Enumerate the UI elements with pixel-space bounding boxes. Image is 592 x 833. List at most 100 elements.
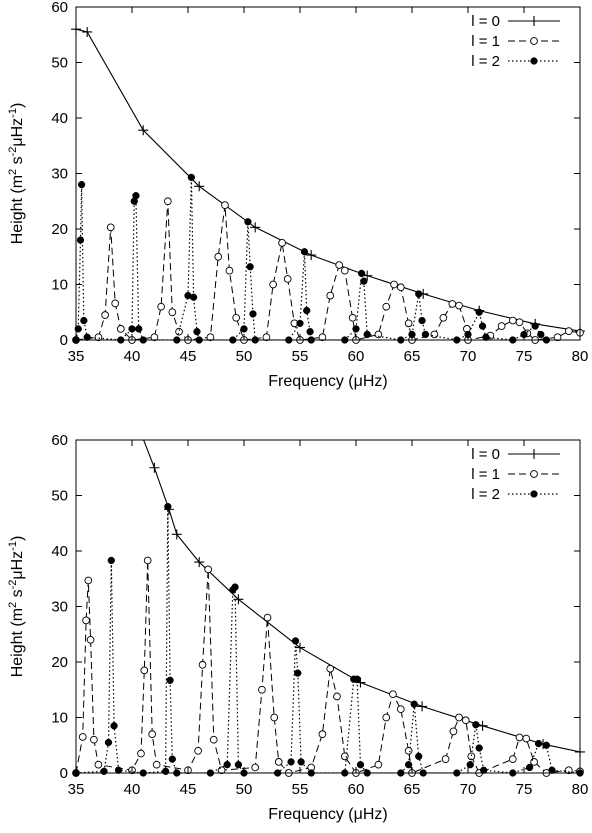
top-series-l1-point <box>326 291 335 300</box>
bottom-series-l1-point <box>194 746 202 755</box>
top-xtick-label: 55 <box>292 348 309 365</box>
bottom-series-l1-point <box>564 766 573 775</box>
top-ytick-label: 30 <box>51 166 68 183</box>
top-series-l1-point <box>214 252 223 261</box>
top-xtick-label: 60 <box>348 348 365 365</box>
bottom-ylabel-sup2: -2 <box>7 580 19 590</box>
top-series-l2-point <box>132 192 140 200</box>
top-legend-marker-l2 <box>530 57 538 65</box>
top-series-l1-point <box>564 327 573 335</box>
top-series-l2-point <box>531 322 539 330</box>
bottom-legend-marker-l1 <box>530 470 538 478</box>
bottom-series-l1-point <box>82 616 90 625</box>
bottom-series-l2 <box>72 502 584 777</box>
top-xtick-label: 70 <box>460 348 477 365</box>
top-legend-marker-l1 <box>530 37 538 45</box>
top-legend-label-l0: l = 0 <box>471 13 500 30</box>
bottom-series-l1-point <box>404 746 413 755</box>
bottom-series-l1-point <box>515 733 524 742</box>
bottom-series-l1-point <box>318 730 327 739</box>
bottom-xtick-label: 55 <box>292 781 309 798</box>
bottom-xtick-label: 70 <box>460 781 477 798</box>
bottom-ytick-label: 10 <box>51 710 68 727</box>
bottom-chart-xlabel: Frequency (μHz) <box>268 806 387 823</box>
bottom-xtick-label: 40 <box>124 781 141 798</box>
bottom-series-l2-point <box>234 761 243 769</box>
top-series-l1-point <box>455 301 463 310</box>
top-series-l2-point <box>240 325 248 333</box>
bottom-ylabel-mid: s <box>9 589 26 601</box>
bottom-chart-ylabel: Height (m2 s-2μHz-1) <box>7 536 26 678</box>
top-series-l1-point <box>163 197 172 206</box>
top-series-l0-point <box>138 125 149 136</box>
top-series-l2-point <box>135 325 143 333</box>
top-series-l0-point <box>306 250 317 261</box>
top-series-l1-point <box>157 302 165 311</box>
top-series-l2-point <box>478 322 487 330</box>
bottom-series-l2-point <box>472 721 480 729</box>
top-chart-ticks: 35 40 45 50 55 60 65 70 75 80 0 10 20 30 40 50 60 <box>51 0 588 365</box>
bottom-series-l1-point <box>455 713 463 722</box>
bottom-series-l1-point <box>84 576 93 585</box>
top-series-l2-point <box>80 316 88 325</box>
top-series-l1-point <box>340 266 349 275</box>
top-series-l2-point <box>418 316 426 325</box>
top-chart-legend: l = 0 l = 1 l = 2 <box>471 13 560 70</box>
top-series-l1-point <box>318 333 327 342</box>
top-xtick-label: 75 <box>516 348 533 365</box>
top-ytick-label: 10 <box>51 277 68 294</box>
bottom-series-l2-point <box>542 741 551 749</box>
bottom-series-l2-point <box>466 761 474 769</box>
bottom-series-l1 <box>72 556 584 777</box>
top-series-l1-point <box>508 316 517 325</box>
top-series-l1-point <box>382 302 391 311</box>
bottom-series-l1-point <box>449 727 458 736</box>
top-series-l2-point <box>244 218 252 226</box>
bottom-series-l1-point <box>508 755 517 763</box>
top-chart-panel: 35 40 45 50 55 60 65 70 75 80 0 10 20 30 40 50 60 Freque… <box>7 0 588 390</box>
bottom-series-l1-point <box>209 735 218 744</box>
bottom-series-l2-point <box>104 738 113 747</box>
bottom-ylabel-sup1: 2 <box>7 602 19 608</box>
top-chart-ylabel: Height (m2 s-2μHz-1) <box>7 103 26 245</box>
top-series-l1-point <box>439 313 448 322</box>
bottom-ytick-label: 40 <box>51 543 68 560</box>
top-series-l1 <box>72 197 584 344</box>
top-series-l1-point <box>101 311 109 319</box>
bottom-legend-marker-l2 <box>530 490 538 498</box>
top-legend-label-l2: l = 2 <box>471 53 500 70</box>
bottom-series-l1-point <box>274 758 283 766</box>
top-ytick-label: 60 <box>51 0 68 16</box>
bottom-series-l2-point <box>107 556 115 565</box>
bottom-series-l1-point <box>441 755 450 763</box>
top-series-l1-point <box>553 333 562 342</box>
bottom-series-l1-point <box>263 613 272 622</box>
top-ylabel-mid: s <box>9 156 26 168</box>
bottom-series-l2-point <box>164 502 172 511</box>
bottom-chart-ticks: 35 40 45 50 55 60 65 70 75 80 0 10 20 30 40 50 60 <box>51 432 588 798</box>
top-chart-frame <box>75 6 581 341</box>
bottom-ytick-label: 60 <box>51 432 68 449</box>
bottom-series-l1-point <box>461 716 470 725</box>
bottom-series-l1-point <box>251 763 260 772</box>
bottom-legend-swatches <box>508 449 560 498</box>
top-series-l2-point <box>352 325 360 333</box>
top-xtick-label: 80 <box>572 348 589 365</box>
top-series-l2-point <box>187 173 196 182</box>
bottom-series-l1-point <box>522 734 531 743</box>
bottom-legend-label-l2: l = 2 <box>471 486 500 503</box>
top-ylabel-sup1: 2 <box>7 169 19 175</box>
top-series-l1-line <box>76 201 580 340</box>
top-series-l1-point <box>448 300 457 308</box>
bottom-chart-panel: 35 40 45 50 55 60 65 70 75 80 0 10 20 30 40 50 60 Freque… <box>7 432 588 823</box>
bottom-ytick-label: 50 <box>51 488 68 505</box>
bottom-ylabel-sup3: -1 <box>7 541 19 551</box>
top-series-l1-point <box>111 299 120 308</box>
bottom-series-l1-point <box>143 556 152 565</box>
top-series-l2-point <box>83 333 91 341</box>
bottom-ytick-label: 30 <box>51 599 68 616</box>
top-series-l1-point <box>515 318 524 327</box>
bottom-xtick-label: 45 <box>180 781 197 798</box>
bottom-legend-marker-l0 <box>529 449 539 459</box>
bottom-xtick-label: 60 <box>348 781 365 798</box>
